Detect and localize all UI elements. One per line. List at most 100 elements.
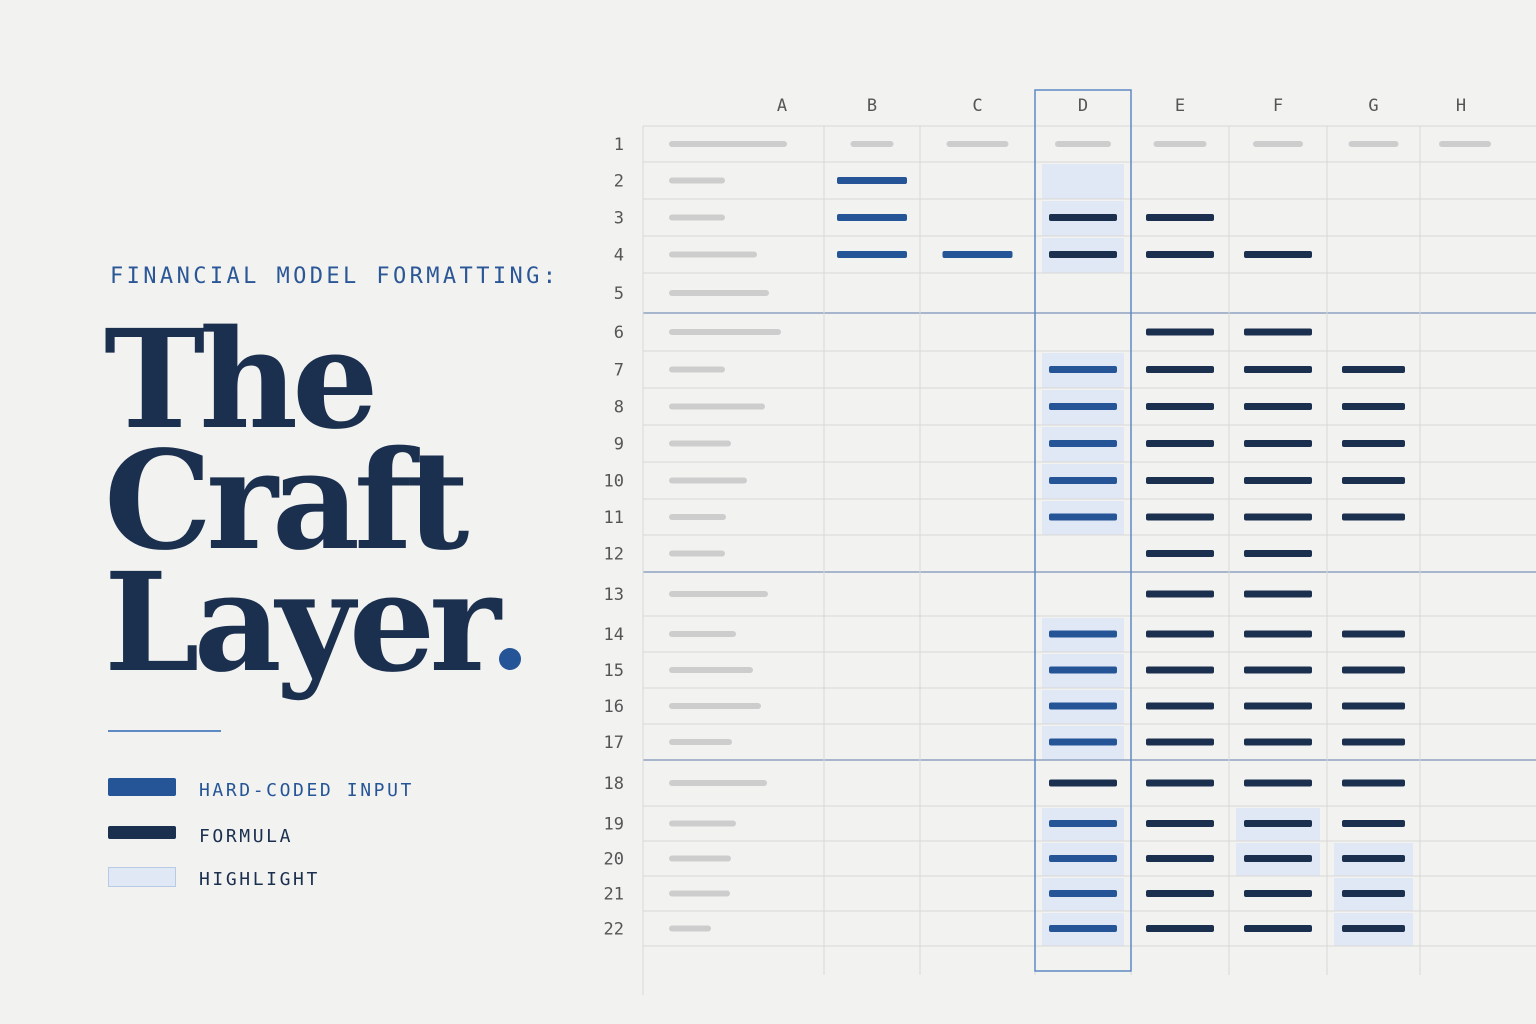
row-label-placeholder <box>669 214 725 221</box>
kicker-text: FINANCIAL MODEL FORMATTING: <box>110 264 560 289</box>
formula-value-bar <box>1244 590 1312 598</box>
row-label-placeholder <box>669 366 725 373</box>
header-label-placeholder <box>946 141 1009 147</box>
row-number: 3 <box>614 209 624 229</box>
header-label-placeholder <box>1055 141 1111 147</box>
input-value-bar <box>837 214 907 221</box>
header-label-placeholder <box>1348 141 1399 147</box>
formula-value-bar <box>1342 890 1405 897</box>
formula-value-bar <box>1146 328 1214 336</box>
formula-value-bar <box>1146 890 1214 897</box>
row-number: 22 <box>604 920 624 940</box>
row-number: 1 <box>614 135 624 155</box>
formula-value-bar <box>1342 477 1405 484</box>
row-number: 2 <box>614 172 624 192</box>
formula-value-bar <box>1146 477 1214 484</box>
legend-swatch-highlight <box>108 867 176 887</box>
input-value-bar <box>1049 403 1117 410</box>
formula-value-bar <box>1049 214 1117 221</box>
formula-value-bar <box>1146 403 1214 410</box>
formula-value-bar <box>1342 630 1405 638</box>
highlight-cell <box>1042 164 1124 199</box>
formula-value-bar <box>1146 925 1214 932</box>
formula-value-bar <box>1146 440 1214 447</box>
row-number: 16 <box>604 697 624 717</box>
input-value-bar <box>837 177 907 184</box>
row-label-placeholder <box>669 514 726 520</box>
row-label-placeholder <box>669 925 711 932</box>
formula-value-bar <box>1146 855 1214 862</box>
row-number: 6 <box>614 323 624 343</box>
column-header-e: E <box>1175 96 1185 116</box>
row-label-placeholder <box>669 591 768 597</box>
formula-value-bar <box>1342 403 1405 410</box>
formula-value-bar <box>1146 513 1214 521</box>
header-label-placeholder <box>1439 141 1491 147</box>
formula-value-bar <box>1244 890 1312 897</box>
header-label-placeholder <box>850 141 894 147</box>
formula-value-bar <box>1342 738 1405 746</box>
row-label-placeholder <box>669 667 753 673</box>
formula-value-bar <box>1244 820 1312 827</box>
input-value-bar <box>942 251 1013 258</box>
formula-value-bar <box>1342 855 1405 862</box>
formula-value-bar <box>1146 779 1214 787</box>
row-number: 19 <box>604 815 624 835</box>
legend-label-formula: FORMULA <box>199 826 294 847</box>
input-value-bar <box>1049 666 1117 674</box>
formula-value-bar <box>1244 855 1312 862</box>
formula-value-bar <box>1146 630 1214 638</box>
row-number: 12 <box>604 545 624 565</box>
formula-value-bar <box>1244 550 1312 557</box>
formula-value-bar <box>1342 666 1405 674</box>
row-label-placeholder <box>669 631 736 637</box>
input-value-bar <box>837 251 907 258</box>
formula-value-bar <box>1244 779 1312 787</box>
formula-value-bar <box>1244 513 1312 521</box>
input-value-bar <box>1049 738 1117 746</box>
column-header-g: G <box>1368 96 1378 116</box>
input-value-bar <box>1049 925 1117 932</box>
row-label-placeholder <box>669 855 731 862</box>
title-line-2: Craft <box>104 421 469 581</box>
row-label-placeholder <box>669 703 761 709</box>
input-value-bar <box>1049 855 1117 862</box>
row-number: 7 <box>614 361 624 381</box>
formula-value-bar <box>1146 820 1214 827</box>
header-label-placeholder <box>1153 141 1207 147</box>
formula-value-bar <box>1146 590 1214 598</box>
accent-dot-icon <box>498 648 521 670</box>
formula-value-bar <box>1244 251 1312 258</box>
formula-value-bar <box>1146 366 1214 373</box>
row-number: 5 <box>614 284 624 304</box>
input-value-bar <box>1049 820 1117 827</box>
formula-value-bar <box>1244 702 1312 710</box>
column-header-a: A <box>777 96 787 116</box>
row-label-placeholder <box>669 329 781 335</box>
column-header-h: H <box>1456 96 1466 116</box>
row-label-placeholder <box>669 177 725 184</box>
formula-value-bar <box>1146 702 1214 710</box>
formula-value-bar <box>1244 477 1312 484</box>
input-value-bar <box>1049 630 1117 638</box>
formula-value-bar <box>1342 366 1405 373</box>
row-number: 14 <box>604 625 624 645</box>
row-number: 21 <box>604 885 624 905</box>
row-label-placeholder <box>669 251 757 258</box>
row-number: 8 <box>614 398 624 418</box>
row-label-placeholder <box>669 739 732 745</box>
row-label-placeholder <box>669 141 787 147</box>
row-label-placeholder <box>669 890 730 897</box>
column-header-b: B <box>867 96 877 116</box>
input-value-bar <box>1049 702 1117 710</box>
row-label-placeholder <box>669 477 747 484</box>
row-label-placeholder <box>669 550 725 557</box>
column-header-c: C <box>972 96 982 116</box>
formula-value-bar <box>1342 440 1405 447</box>
formula-value-bar <box>1342 702 1405 710</box>
formula-value-bar <box>1342 779 1405 787</box>
input-value-bar <box>1049 440 1117 447</box>
formula-value-bar <box>1342 820 1405 827</box>
input-value-bar <box>1049 366 1117 373</box>
